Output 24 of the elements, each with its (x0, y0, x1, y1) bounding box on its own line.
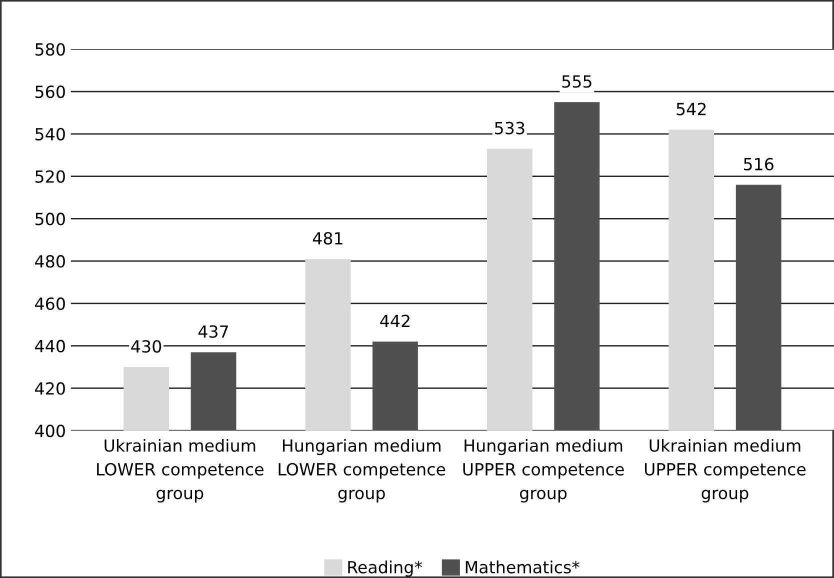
y-tick-label: 540 (36, 128, 65, 140)
x-tick-label: Hungarian medium UPPER competence group (463, 438, 624, 503)
legend-label: Reading* (348, 560, 422, 577)
x-tick-label: Ukrainian medium LOWER competence group (97, 438, 264, 503)
y-tick-label: 520 (36, 170, 65, 183)
y-tick-label: 560 (36, 85, 65, 98)
y-tick-label: 460 (35, 297, 65, 310)
data-label: 516 (744, 158, 774, 170)
y-tick-label: 480 (35, 255, 65, 268)
x-tick-label: Ukrainian medium UPPER competence group (644, 438, 806, 503)
x-tick-label: Hungarian medium LOWER competence group (278, 438, 446, 503)
data-label: 533 (495, 122, 524, 134)
data-label: 442 (380, 314, 410, 328)
data-label: 430 (131, 340, 162, 353)
y-tick-label: 420 (35, 382, 65, 395)
y-tick-label: 400 (35, 424, 65, 438)
y-tick-label: 580 (36, 43, 65, 56)
data-label: 542 (676, 102, 706, 116)
data-label: 481 (312, 232, 342, 245)
y-tick-label: 500 (36, 212, 65, 226)
data-label: 437 (198, 325, 228, 338)
data-label: 555 (562, 75, 592, 88)
y-tick-label: 440 (35, 340, 65, 352)
legend-label: Mathematics* (466, 560, 580, 574)
